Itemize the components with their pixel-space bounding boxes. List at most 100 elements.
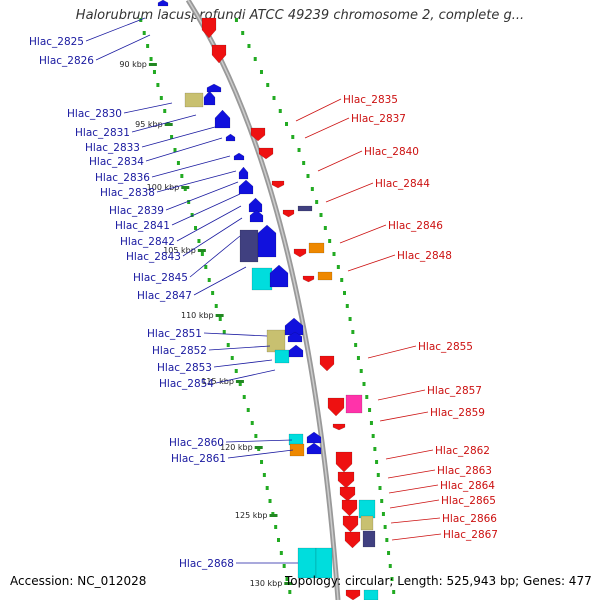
leader-line-right <box>387 469 436 479</box>
gene-arrow <box>306 442 322 455</box>
gc-dot-outer <box>373 447 377 451</box>
gc-dot-outer <box>332 252 336 256</box>
gc-dot-outer <box>241 31 245 35</box>
gene-arrow <box>341 499 358 517</box>
gc-dot-inner <box>211 291 215 295</box>
gc-dot-outer <box>247 44 251 48</box>
gene-arrow <box>293 248 307 258</box>
gene-arrow <box>249 209 264 223</box>
kbp-label: 95 kbp <box>135 120 163 129</box>
gene-arrow <box>201 17 217 39</box>
gene-label-right: Hlac_2857 <box>427 385 482 397</box>
kbp-tick <box>181 186 190 189</box>
kbp-label: 90 kbp <box>119 60 147 69</box>
gc-dot-outer <box>371 434 375 438</box>
gc-dot-outer <box>392 590 396 594</box>
leader-line-left <box>225 439 293 443</box>
gc-dot-inner <box>262 473 266 477</box>
gc-dot-inner <box>214 304 218 308</box>
gene-arrow <box>203 90 216 106</box>
leader-line-right <box>388 484 439 494</box>
gc-dot-outer <box>351 330 355 334</box>
gc-dot-outer <box>354 343 358 347</box>
gc-dot-outer <box>381 512 385 516</box>
gene-label-left: Hlac_2851 <box>147 328 202 340</box>
gc-dot-inner <box>146 44 150 48</box>
gene-arrow <box>345 589 361 600</box>
gc-dot-outer <box>310 187 314 191</box>
gene-label-right: Hlac_2837 <box>351 113 406 125</box>
gene-arrow <box>271 180 285 189</box>
gene-arrow <box>238 179 254 195</box>
gc-dot-outer <box>380 499 384 503</box>
leader-line-right <box>391 533 442 541</box>
gc-dot-inner <box>226 343 230 347</box>
gene-label-left: Hlac_2826 <box>39 55 94 67</box>
gene-arrow <box>344 531 361 549</box>
leader-line-right <box>377 389 426 401</box>
gc-dot-inner <box>194 226 198 230</box>
leader-line-right <box>317 150 363 172</box>
gene-arrow <box>184 92 204 108</box>
gene-arrow <box>282 209 295 218</box>
gene-label-left: Hlac_2825 <box>29 36 84 48</box>
gene-label-left: Hlac_2847 <box>137 290 192 302</box>
gene-label-left: Hlac_2843 <box>126 251 181 263</box>
gc-dot-outer <box>348 317 352 321</box>
gc-dot-inner <box>254 434 258 438</box>
leader-line-right <box>295 98 342 122</box>
leader-line-left <box>189 235 241 278</box>
gc-dot-inner <box>274 525 278 529</box>
leader-line-left <box>208 345 271 351</box>
gc-dot-inner <box>282 564 286 568</box>
gc-dot-outer <box>302 161 306 165</box>
leader-line-left <box>95 34 151 61</box>
gc-dot-inner <box>242 395 246 399</box>
gc-dot-outer <box>365 395 369 399</box>
gc-dot-outer <box>234 18 238 22</box>
gene-label-left: Hlac_2853 <box>157 362 212 374</box>
gene-arrow <box>250 127 266 142</box>
gc-dot-outer <box>390 577 394 581</box>
kbp-tick <box>284 582 293 585</box>
leader-line-left <box>227 449 294 459</box>
gene-arrow <box>225 133 236 142</box>
leader-line-right <box>304 117 350 139</box>
gene-arrow <box>319 355 335 372</box>
gene-arrow <box>339 486 356 502</box>
leader-line-left <box>141 126 216 148</box>
kbp-tick <box>269 514 278 517</box>
gene-arrow <box>238 166 249 180</box>
gene-label-right: Hlac_2855 <box>418 341 473 353</box>
gc-dot-outer <box>297 148 301 152</box>
gene-label-right: Hlac_2866 <box>442 513 497 525</box>
gc-dot-inner <box>207 278 211 282</box>
gene-arrow <box>233 152 245 161</box>
gene-label-left: Hlac_2831 <box>75 127 130 139</box>
gene-label-left: Hlac_2861 <box>171 453 226 465</box>
gc-dot-inner <box>159 96 163 100</box>
gene-arrow <box>251 267 273 291</box>
leader-line-right <box>347 254 396 272</box>
gene-arrow <box>345 394 363 414</box>
gc-dot-outer <box>340 278 344 282</box>
topology-info: Topology: circular; Length: 525,943 bp; … <box>285 574 592 588</box>
accession-text: Accession: NC_012028 <box>10 574 147 588</box>
gene-label-right: Hlac_2859 <box>430 407 485 419</box>
gene-arrow <box>335 451 353 473</box>
gc-dot-outer <box>328 239 332 243</box>
gc-dot-inner <box>260 460 264 464</box>
leader-line-right <box>339 224 387 244</box>
gc-dot-outer <box>285 122 289 126</box>
leader-line-right <box>390 517 441 524</box>
gc-dot-outer <box>375 460 379 464</box>
kbp-label: 110 kbp <box>181 311 214 320</box>
gene-label-left: Hlac_2834 <box>89 156 144 168</box>
gc-dot-outer <box>383 525 387 529</box>
leader-line-left <box>176 205 242 242</box>
gene-label-right: Hlac_2835 <box>343 94 398 106</box>
gene-arrow <box>327 397 345 417</box>
leader-line-left <box>151 155 231 178</box>
leader-line-right <box>325 182 374 203</box>
